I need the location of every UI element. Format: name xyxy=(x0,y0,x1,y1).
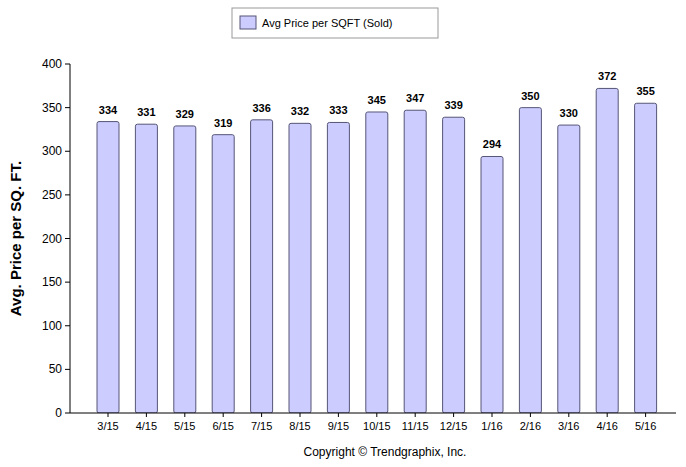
bar xyxy=(174,126,196,413)
y-tick-label: 200 xyxy=(42,232,62,246)
legend: Avg Price per SQFT (Sold) xyxy=(232,8,438,38)
data-label: 319 xyxy=(214,117,232,129)
data-label: 331 xyxy=(137,106,155,118)
data-label: 333 xyxy=(329,104,347,116)
data-label: 339 xyxy=(444,99,462,111)
y-tick xyxy=(65,107,70,108)
x-tick-label: 8/15 xyxy=(289,420,310,432)
x-tick xyxy=(108,413,109,417)
data-label: 330 xyxy=(560,107,578,119)
y-axis-label: Avg. Price per SQ. FT. xyxy=(7,161,24,316)
x-tick-label: 7/15 xyxy=(251,420,272,432)
x-tick xyxy=(146,413,147,417)
x-tick xyxy=(338,413,339,417)
x-tick-label: 3/15 xyxy=(97,420,118,432)
bar xyxy=(635,103,657,413)
x-tick xyxy=(645,413,646,417)
data-label: 345 xyxy=(368,94,386,106)
data-label: 372 xyxy=(598,70,616,82)
bar xyxy=(251,120,273,413)
x-tick-label: 5/15 xyxy=(174,420,195,432)
data-label: 347 xyxy=(406,92,424,104)
bar xyxy=(558,125,580,413)
x-axis xyxy=(70,413,676,414)
x-tick-label: 4/15 xyxy=(136,420,157,432)
x-tick xyxy=(415,413,416,417)
x-tick xyxy=(568,413,569,417)
y-tick xyxy=(65,413,70,414)
y-tick-label: 350 xyxy=(42,101,62,115)
x-tick xyxy=(530,413,531,417)
data-label: 355 xyxy=(636,85,654,97)
x-tick xyxy=(223,413,224,417)
x-tick-label: 5/16 xyxy=(635,420,656,432)
y-tick-label: 250 xyxy=(42,188,62,202)
x-tick-label: 10/15 xyxy=(363,420,391,432)
data-label: 332 xyxy=(291,105,309,117)
chart-root: 334 331 329 319 336 332 333 345 347 339 294 350 330 3… xyxy=(0,0,686,467)
x-tick-label: 11/15 xyxy=(402,420,429,432)
x-tick xyxy=(492,413,493,417)
chart-svg: 334 331 329 319 336 332 333 345 347 339 294 350 330 3… xyxy=(0,0,686,467)
legend-frame xyxy=(232,8,438,38)
y-tick xyxy=(65,369,70,370)
x-tick-label: 4/16 xyxy=(596,420,617,432)
annotation: Copyright © Trendgraphix, Inc. xyxy=(304,445,467,459)
y-tick-label: 300 xyxy=(42,144,62,158)
y-tick-label: 50 xyxy=(49,362,63,376)
data-label: 329 xyxy=(176,108,194,120)
x-tick-label: 9/15 xyxy=(328,420,349,432)
x-tick-label: 12/15 xyxy=(440,420,468,432)
bar xyxy=(212,135,234,413)
y-tick xyxy=(65,64,70,65)
x-tick xyxy=(261,413,262,417)
y-tick-label: 150 xyxy=(42,275,62,289)
data-label: 336 xyxy=(252,102,270,114)
y-tick-label: 400 xyxy=(42,57,62,71)
x-tick-label: 2/16 xyxy=(520,420,541,432)
data-label: 334 xyxy=(99,104,118,116)
data-label: 350 xyxy=(521,90,539,102)
y-tick xyxy=(65,325,70,326)
y-tick xyxy=(65,238,70,239)
legend-swatch xyxy=(240,16,256,29)
bar xyxy=(327,122,349,413)
bar xyxy=(135,124,157,413)
bar xyxy=(596,88,618,413)
bar xyxy=(289,123,311,413)
y-tick-label: 100 xyxy=(42,319,62,333)
data-label: 294 xyxy=(483,138,502,150)
x-tick xyxy=(184,413,185,417)
bar xyxy=(404,110,426,413)
x-tick-label: 3/16 xyxy=(558,420,579,432)
bars xyxy=(97,88,657,413)
y-tick-label: 0 xyxy=(55,406,62,420)
bar xyxy=(97,122,119,413)
legend-label: Avg Price per SQFT (Sold) xyxy=(262,17,392,29)
x-tick xyxy=(300,413,301,417)
bar xyxy=(519,108,541,413)
bar xyxy=(366,112,388,413)
x-tick-label: 6/15 xyxy=(212,420,233,432)
bar xyxy=(481,156,503,413)
x-tick xyxy=(453,413,454,417)
y-tick xyxy=(65,194,70,195)
y-tick xyxy=(65,151,70,152)
y-tick xyxy=(65,282,70,283)
x-tick xyxy=(376,413,377,417)
x-tick-label: 1/16 xyxy=(481,420,502,432)
x-tick xyxy=(607,413,608,417)
bar xyxy=(443,117,465,413)
